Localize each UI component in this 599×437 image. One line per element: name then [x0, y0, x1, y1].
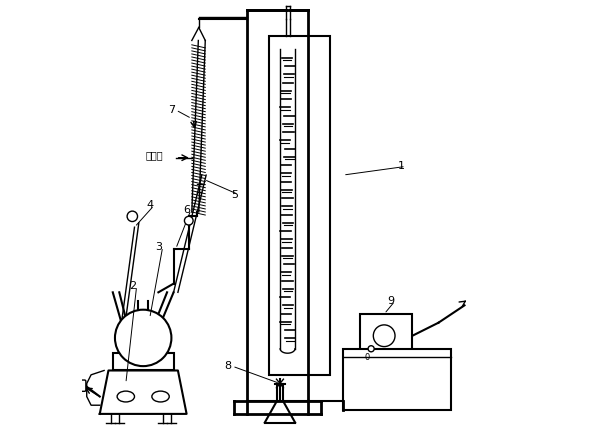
Text: 冷却水: 冷却水: [145, 150, 163, 160]
Text: 0: 0: [364, 353, 370, 362]
Bar: [343, 349, 452, 409]
Text: 1: 1: [398, 161, 405, 171]
Text: 5: 5: [231, 190, 238, 200]
Bar: [269, 36, 330, 375]
Polygon shape: [100, 371, 187, 414]
Text: 8: 8: [224, 361, 231, 371]
Text: 7: 7: [168, 105, 175, 115]
Circle shape: [368, 346, 374, 352]
Text: 2: 2: [129, 281, 136, 291]
Circle shape: [127, 211, 138, 222]
Circle shape: [373, 325, 395, 347]
Text: 6: 6: [183, 205, 190, 215]
Text: 4: 4: [146, 201, 153, 211]
FancyBboxPatch shape: [72, 380, 86, 391]
Bar: [360, 314, 412, 375]
Ellipse shape: [117, 391, 135, 402]
Circle shape: [184, 216, 193, 225]
Circle shape: [115, 310, 171, 366]
Text: 3: 3: [155, 242, 162, 252]
Ellipse shape: [152, 391, 170, 402]
Bar: [113, 353, 174, 371]
Text: 9: 9: [387, 296, 394, 306]
